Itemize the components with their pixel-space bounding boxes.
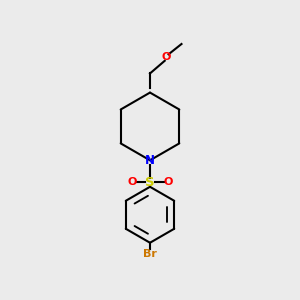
- Text: N: N: [145, 154, 155, 167]
- Text: O: O: [161, 52, 171, 62]
- Text: O: O: [127, 177, 136, 188]
- Text: O: O: [164, 177, 173, 188]
- Text: Br: Br: [143, 249, 157, 259]
- Text: S: S: [145, 176, 155, 189]
